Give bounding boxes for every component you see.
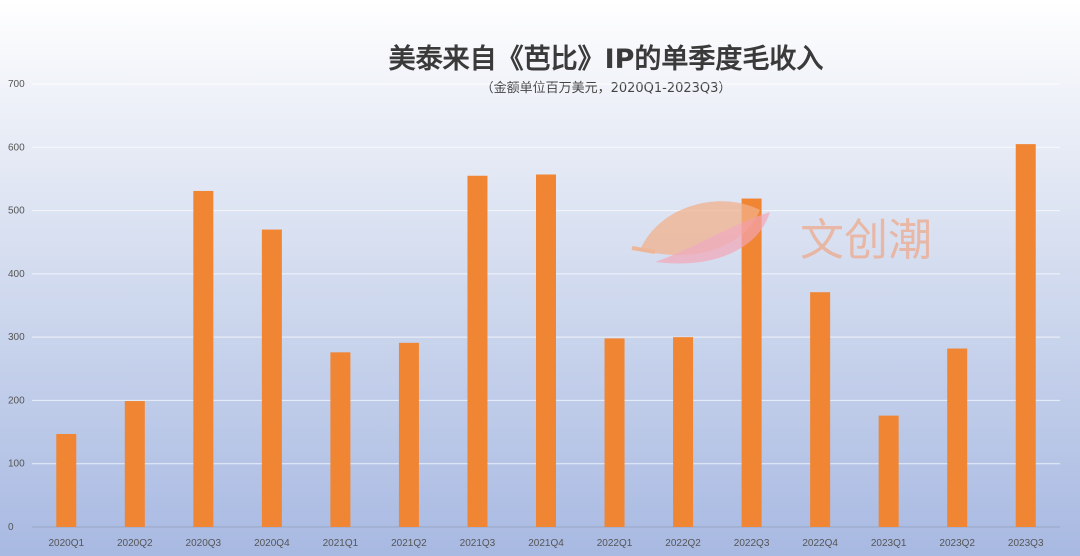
bar-2023Q3	[1015, 144, 1036, 527]
y-tick-label: 0	[8, 522, 14, 533]
x-tick-label: 2020Q4	[254, 538, 290, 549]
chart-title: 美泰来自《芭比》IP的单季度毛收入	[389, 43, 824, 75]
y-tick-label: 400	[8, 269, 25, 280]
bar-2021Q1	[330, 352, 351, 527]
y-tick-label: 200	[8, 395, 25, 406]
x-tick-label: 2021Q2	[391, 538, 427, 549]
bar-2022Q4	[810, 292, 831, 527]
bar-2023Q2	[947, 348, 968, 527]
bar-2023Q1	[878, 415, 899, 527]
x-tick-label: 2022Q1	[597, 538, 633, 549]
x-tick-label: 2020Q3	[186, 538, 222, 549]
y-tick-label: 300	[8, 332, 25, 343]
x-tick-label: 2020Q1	[48, 538, 84, 549]
y-tick-label: 600	[8, 142, 25, 153]
x-axis: 2020Q1 2020Q2 2020Q3 2020Q4 2021Q1 2021Q2 2021…	[48, 538, 1043, 549]
x-tick-label: 2023Q2	[939, 538, 975, 549]
bar-2022Q2	[673, 337, 694, 527]
x-tick-label: 2022Q4	[802, 538, 838, 549]
bar-2020Q2	[124, 401, 145, 527]
watermark-text: 文创潮	[800, 215, 932, 266]
bar-2022Q1	[604, 338, 625, 527]
watermark: 文创潮	[631, 201, 932, 266]
bars	[56, 144, 1036, 528]
leaf-logo-icon	[631, 201, 770, 264]
y-tick-label: 700	[8, 79, 25, 90]
bar-2021Q3	[467, 175, 488, 527]
x-tick-label: 2021Q3	[460, 538, 496, 549]
bar-2020Q1	[56, 433, 77, 527]
x-tick-label: 2021Q4	[528, 538, 564, 549]
x-tick-label: 2023Q3	[1008, 538, 1044, 549]
y-tick-label: 100	[8, 459, 25, 470]
bar-2021Q4	[536, 174, 556, 527]
y-tick-label: 500	[8, 206, 25, 217]
bar-2021Q2	[398, 342, 419, 527]
x-tick-label: 2021Q1	[323, 538, 359, 549]
bar-2022Q3	[741, 198, 762, 527]
x-tick-label: 2023Q1	[871, 538, 907, 549]
y-axis: 0 100 200 300 400 500 600 700	[8, 79, 25, 533]
x-tick-label: 2020Q2	[117, 538, 153, 549]
chart-subtitle: （金额单位百万美元，2020Q1-2023Q3）	[481, 80, 732, 96]
bar-2020Q4	[261, 229, 282, 528]
x-tick-label: 2022Q3	[734, 538, 770, 549]
bar-2020Q3	[193, 190, 214, 527]
x-tick-label: 2022Q2	[665, 538, 701, 549]
